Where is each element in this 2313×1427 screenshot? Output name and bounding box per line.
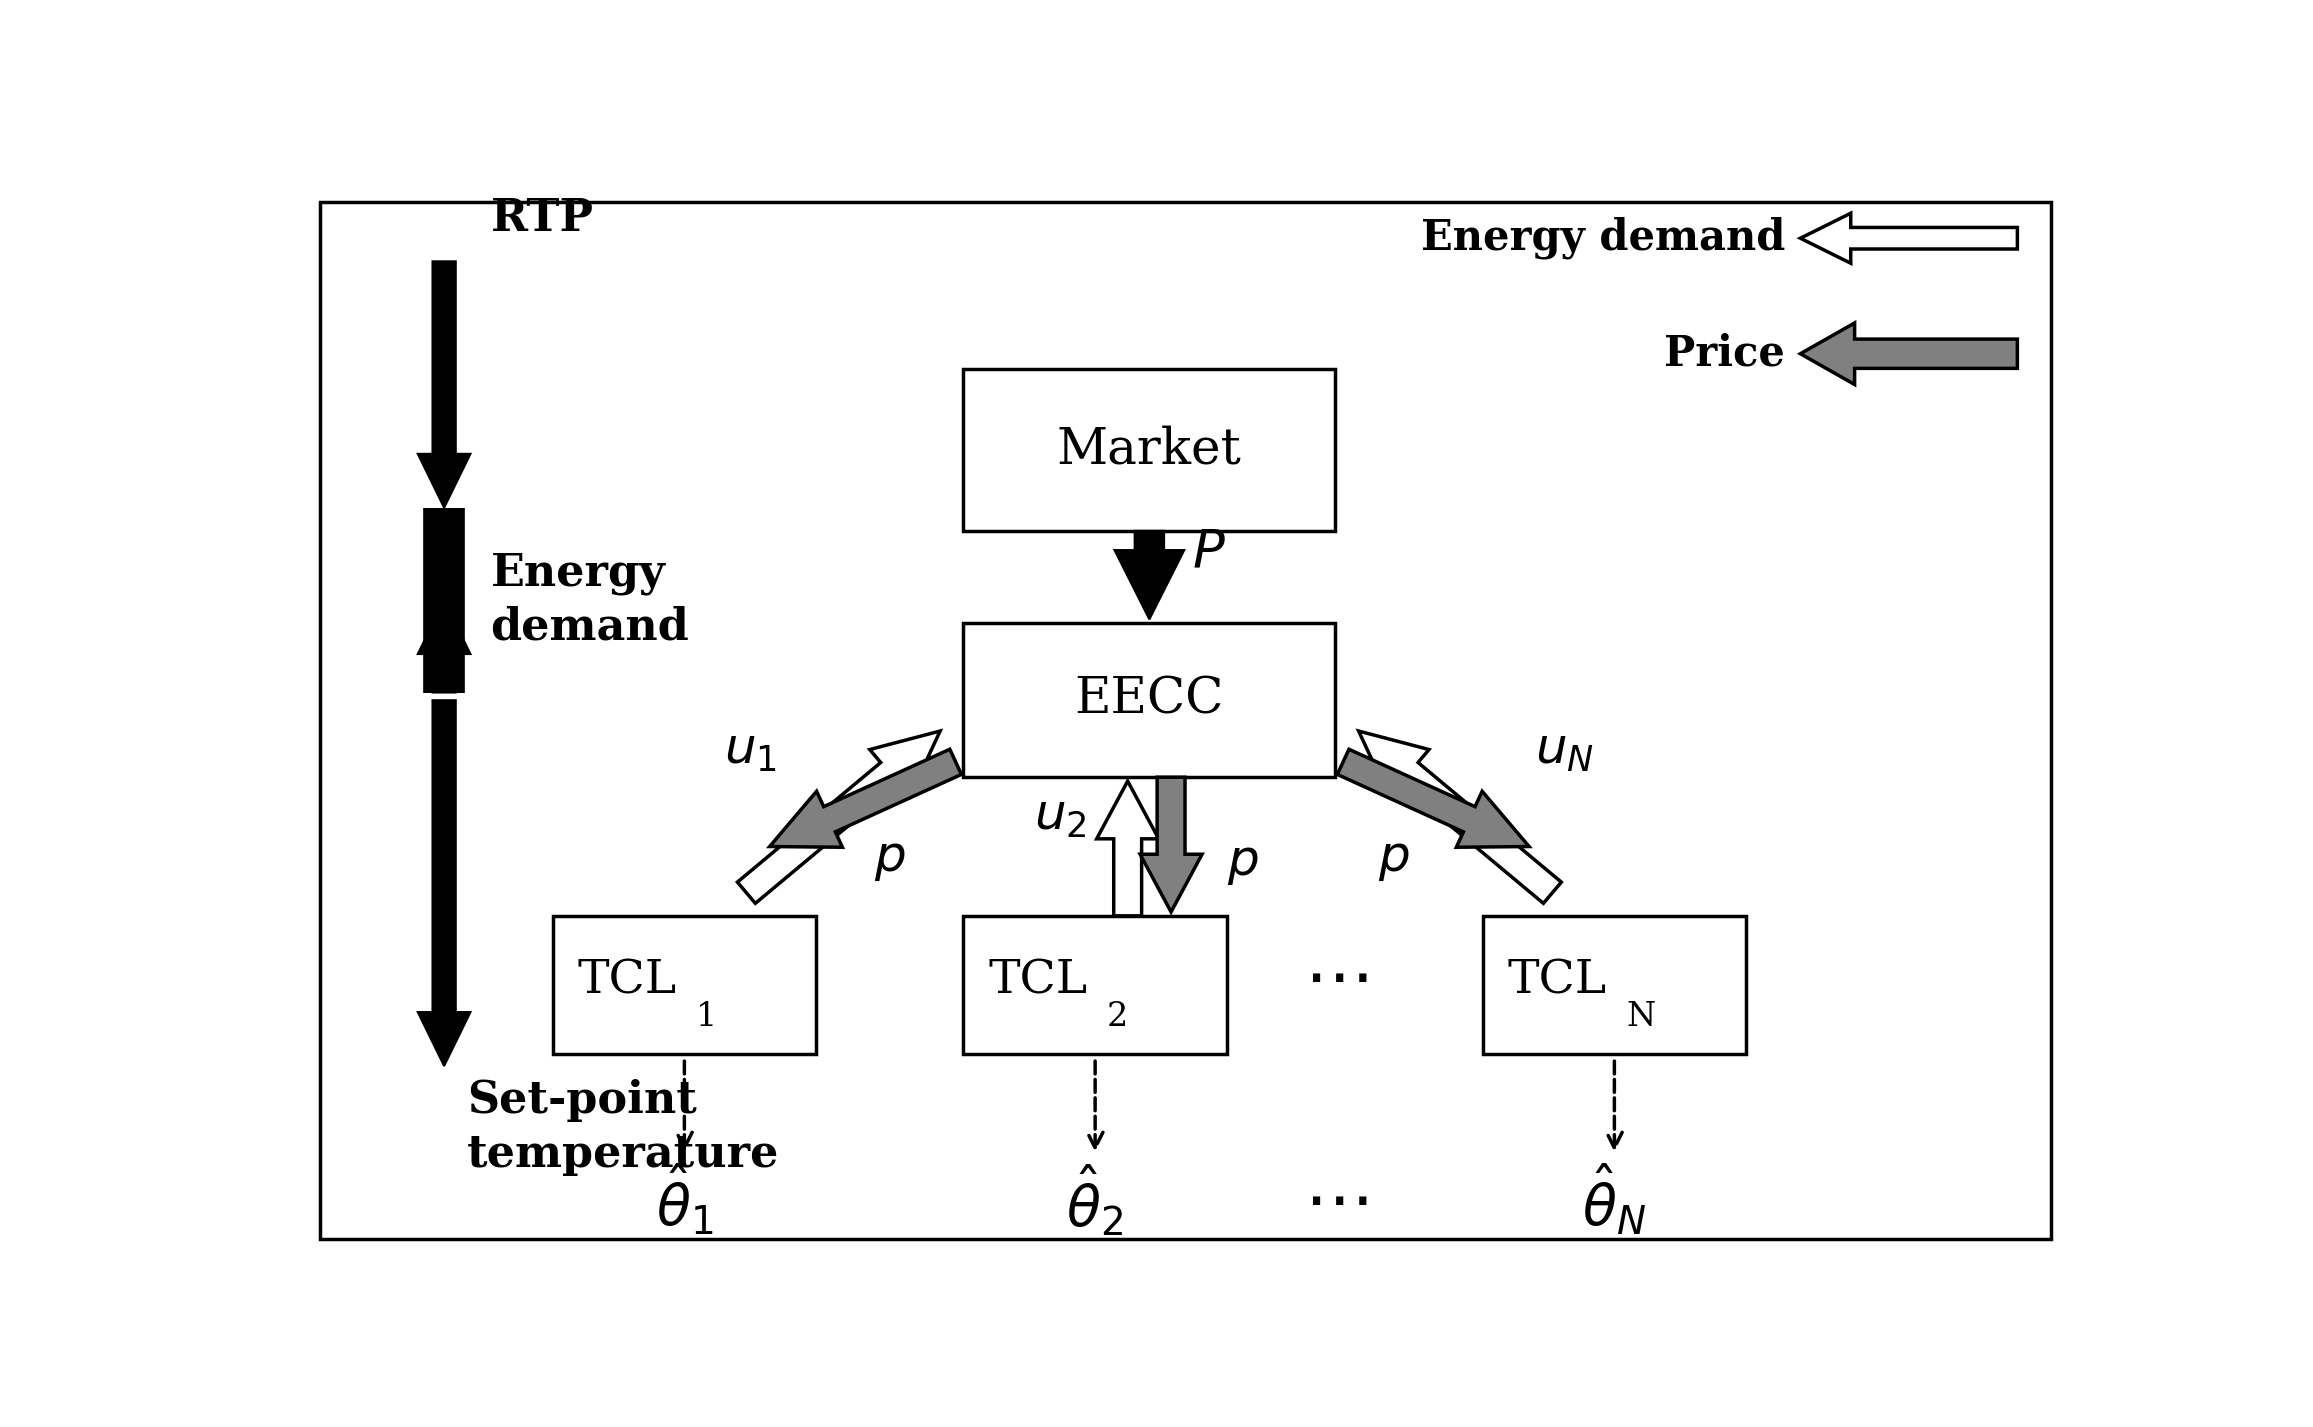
Text: TCL: TCL: [1508, 959, 1608, 1005]
Text: Set-point
temperature: Set-point temperature: [467, 1079, 779, 1176]
Polygon shape: [1800, 213, 2017, 263]
Text: $u_1$: $u_1$: [724, 725, 777, 775]
FancyBboxPatch shape: [965, 916, 1226, 1055]
Text: $p$: $p$: [874, 833, 904, 883]
Polygon shape: [770, 749, 962, 848]
Text: $u_2$: $u_2$: [1034, 791, 1087, 841]
Text: 2: 2: [1106, 1000, 1129, 1033]
Text: Price: Price: [1663, 332, 1786, 375]
Text: $\hat{\theta}_{2}$: $\hat{\theta}_{2}$: [1066, 1163, 1124, 1239]
Text: N: N: [1626, 1000, 1656, 1033]
Polygon shape: [1800, 323, 2017, 384]
Polygon shape: [419, 601, 470, 692]
Text: $p$: $p$: [1226, 838, 1258, 886]
FancyBboxPatch shape: [965, 370, 1335, 531]
FancyBboxPatch shape: [965, 624, 1335, 778]
Text: $\hat{\theta}_{1}$: $\hat{\theta}_{1}$: [655, 1163, 712, 1239]
Text: TCL: TCL: [988, 959, 1087, 1005]
Text: RTP: RTP: [490, 197, 594, 241]
Polygon shape: [419, 261, 470, 508]
Polygon shape: [1096, 781, 1159, 916]
Polygon shape: [1115, 531, 1184, 619]
Text: $p$: $p$: [1379, 833, 1409, 883]
Polygon shape: [738, 731, 939, 903]
Polygon shape: [1337, 749, 1529, 848]
Text: $P$: $P$: [1191, 528, 1226, 579]
Text: 1: 1: [696, 1000, 717, 1033]
Text: $\hat{\theta}_{N}$: $\hat{\theta}_{N}$: [1582, 1163, 1647, 1239]
FancyBboxPatch shape: [553, 916, 816, 1055]
Polygon shape: [1140, 778, 1203, 912]
Polygon shape: [1358, 731, 1561, 903]
Text: EECC: EECC: [1076, 675, 1224, 725]
Text: Energy
demand: Energy demand: [490, 552, 689, 648]
Polygon shape: [419, 701, 470, 1066]
Text: Market: Market: [1057, 425, 1242, 475]
Text: $u_N$: $u_N$: [1534, 725, 1594, 775]
Text: Energy demand: Energy demand: [1420, 217, 1786, 260]
Text: TCL: TCL: [578, 959, 678, 1005]
Text: $\cdots$: $\cdots$: [1305, 945, 1367, 1010]
Text: $\cdots$: $\cdots$: [1305, 1167, 1367, 1234]
FancyBboxPatch shape: [1483, 916, 1746, 1055]
